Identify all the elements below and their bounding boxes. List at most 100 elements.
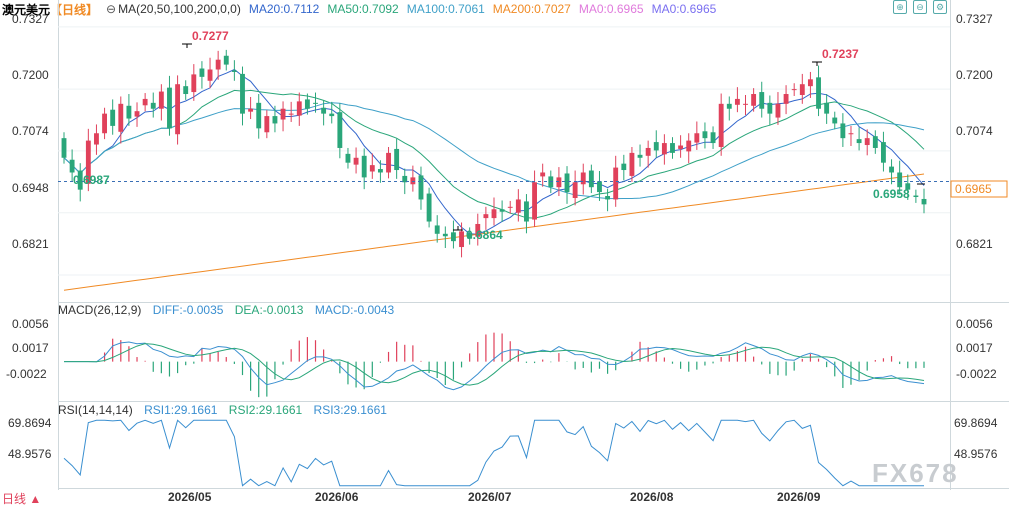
macd-panel — [64, 332, 925, 398]
candle-body-106 — [921, 198, 927, 205]
candle-body-11 — [150, 102, 156, 109]
candle-body-69 — [621, 163, 627, 171]
candle-body-21 — [231, 70, 237, 72]
current-price-label: 0.6965 — [955, 182, 992, 196]
candle-body-50 — [467, 233, 473, 239]
candle-body-93 — [816, 77, 821, 109]
candle-body-19 — [215, 59, 221, 70]
rsi2-value: RSI2:29.1661 — [228, 403, 303, 417]
macd-tick-2: -0.0022 — [6, 367, 47, 381]
candle-body-98 — [856, 139, 862, 144]
candle-body-10 — [142, 98, 148, 106]
candle-body-104 — [905, 183, 911, 190]
period-button[interactable]: 日线 ▲ — [2, 492, 41, 506]
candle-body-25 — [264, 116, 270, 133]
candle-body-82 — [726, 103, 732, 109]
candle-body-7 — [118, 103, 124, 132]
ma20-value: MA20:0.7112 — [248, 2, 320, 16]
candle-body-24 — [256, 102, 262, 129]
y-tick-r1: 0.7200 — [956, 68, 993, 82]
candle-body-22 — [240, 73, 245, 114]
macd-y-axis: 0.0056 0.0017 -0.0022 0.0056 0.0017 -0.0… — [6, 317, 997, 381]
grid-lines — [58, 26, 950, 276]
rsi-tick-0: 69.8694 — [8, 416, 52, 430]
macd-diff-line — [64, 341, 925, 391]
candle-body-67 — [605, 196, 611, 200]
candle-body-68 — [613, 167, 619, 200]
candle-body-29 — [296, 101, 302, 116]
candle-body-96 — [840, 123, 846, 139]
candle-body-85 — [751, 94, 757, 106]
candle-body-40 — [386, 152, 391, 173]
candle-body-55 — [507, 206, 513, 208]
candle-body-13 — [167, 87, 172, 129]
y-tick-4: 0.6821 — [12, 237, 49, 251]
candle-body-4 — [94, 133, 99, 145]
candle-body-20 — [223, 55, 229, 65]
y-tick-r0: 0.7327 — [956, 12, 993, 26]
candle-body-73 — [653, 142, 659, 151]
candle-body-35 — [345, 153, 351, 163]
rsi-header: RSI(14,14,14) RSI1:29.1661 RSI2:29.1661 … — [58, 403, 395, 417]
candle-body-84 — [743, 103, 748, 105]
candle-body-44 — [418, 175, 424, 200]
x-axis-labels: 2026/05 2026/06 2026/07 2026/08 2026/09 — [168, 490, 821, 504]
rsi-panel — [63, 419, 924, 487]
y-tick-3: 0.6948 — [12, 181, 49, 195]
ma100-line — [63, 102, 925, 200]
macd-tick-1: 0.0017 — [12, 341, 49, 355]
candle-body-47 — [442, 233, 448, 237]
panel-frames — [58, 0, 1009, 490]
candle-body-105 — [913, 195, 919, 198]
candle-body-36 — [353, 157, 359, 165]
candle-body-53 — [491, 209, 497, 219]
ma100-value: MA100:0.7061 — [406, 2, 485, 16]
candle-body-102 — [889, 166, 894, 173]
candle-body-42 — [402, 175, 408, 183]
candle-body-79 — [702, 131, 708, 139]
candle-body-72 — [645, 147, 651, 156]
rsi-title: RSI(14,14,14) — [58, 403, 133, 417]
candle-body-100 — [872, 136, 878, 148]
candle-body-63 — [572, 182, 578, 198]
rsi-tick-1: 48.9576 — [8, 447, 52, 461]
rsi-tick-r0: 69.8694 — [954, 416, 998, 430]
y-tick-0: 0.7327 — [12, 12, 49, 26]
annot-high-1: 0.7277 — [192, 29, 229, 43]
candle-body-32 — [321, 107, 327, 114]
candle-body-5 — [102, 113, 107, 134]
candle-body-86 — [759, 92, 765, 109]
ma-toggle-icon[interactable]: ⊖ — [106, 2, 117, 16]
candle-body-27 — [280, 108, 286, 120]
ma200-value: MA200:0.7027 — [492, 2, 571, 16]
candle-body-101 — [881, 142, 886, 163]
settings-icon[interactable]: ⚙ — [933, 0, 947, 14]
macd-title: MACD(26,12,9) — [58, 303, 142, 317]
watermark: FX678 — [872, 458, 959, 488]
candle-body-65 — [588, 170, 594, 188]
ma50-value: MA50:0.7092 — [327, 2, 399, 16]
macd-dea: DEA:-0.0013 — [234, 303, 304, 317]
candle-body-58 — [532, 182, 537, 220]
macd-macd: MACD:-0.0043 — [314, 303, 395, 317]
chart-header: 澳元美元【日线】 ⊖ MA(20,50,100,200,0,0) MA20:0.… — [0, 0, 724, 18]
chart-toolbar: ⊕ ⊖ ⚙ — [893, 0, 947, 14]
symbol-title: 澳元美元【日线】 — [2, 2, 99, 17]
candle-body-59 — [540, 172, 546, 177]
add-icon[interactable]: ⊕ — [893, 0, 907, 14]
candle-body-3 — [85, 140, 91, 184]
remove-icon[interactable]: ⊖ — [913, 0, 927, 14]
candle-body-87 — [767, 102, 773, 114]
candle-body-57 — [524, 201, 529, 222]
candle-body-15 — [183, 86, 189, 95]
candle-body-9 — [134, 111, 140, 117]
candle-body-18 — [207, 69, 213, 81]
candles — [61, 49, 927, 258]
candle-body-51 — [475, 223, 481, 237]
candle-body-26 — [272, 116, 278, 124]
x-label-0: 2026/05 — [168, 490, 212, 504]
y-tick-r2: 0.7074 — [956, 124, 993, 138]
macd-header: MACD(26,12,9) DIFF:-0.0035 DEA:-0.0013 M… — [58, 303, 402, 317]
candle-body-48 — [451, 232, 456, 242]
